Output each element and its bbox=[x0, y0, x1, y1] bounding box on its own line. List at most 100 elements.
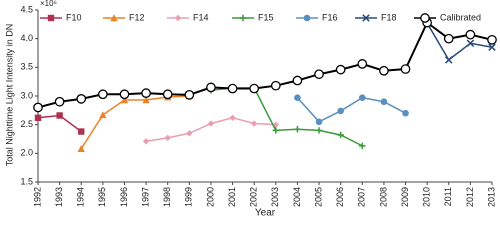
data-point bbox=[487, 34, 497, 45]
data-point bbox=[358, 94, 366, 102]
data-point bbox=[315, 118, 323, 126]
data-point bbox=[99, 111, 107, 119]
y-multiplier: ×10⁶ bbox=[40, 0, 57, 8]
x-tick-label: 1998 bbox=[162, 187, 172, 207]
data-point bbox=[56, 112, 63, 119]
data-point bbox=[249, 83, 260, 94]
data-point bbox=[488, 43, 496, 51]
data-point bbox=[294, 94, 301, 102]
x-tick-label: 1994 bbox=[76, 187, 86, 207]
data-point bbox=[402, 109, 409, 117]
y-tick-label: 4.5 bbox=[20, 4, 33, 14]
y-tick-label: 3.0 bbox=[20, 90, 33, 100]
data-point bbox=[227, 83, 238, 94]
series-line bbox=[296, 96, 406, 123]
x-tick-label: 1992 bbox=[32, 187, 42, 207]
data-point bbox=[33, 102, 43, 113]
x-tick-label: 2004 bbox=[292, 187, 302, 207]
x-tick-label: 2000 bbox=[205, 187, 215, 207]
data-point bbox=[465, 29, 476, 40]
data-point bbox=[337, 131, 344, 139]
data-point bbox=[380, 98, 388, 106]
data-point bbox=[141, 88, 151, 98]
legend-label: F16 bbox=[322, 12, 338, 22]
y-tick-label: 1.5 bbox=[20, 176, 33, 186]
x-tick-label: 2002 bbox=[249, 187, 259, 207]
x-tick-label: 1995 bbox=[97, 187, 107, 207]
data-point bbox=[357, 59, 368, 69]
legend-marker bbox=[47, 14, 55, 22]
data-point bbox=[76, 94, 87, 104]
data-point bbox=[229, 114, 236, 121]
data-point bbox=[54, 96, 65, 107]
x-axis-label: Year bbox=[255, 208, 276, 219]
x-tick-label: 1999 bbox=[184, 187, 194, 207]
x-tick-label: 2008 bbox=[378, 187, 388, 207]
data-point bbox=[186, 130, 193, 137]
x-tick-label: 2009 bbox=[400, 187, 410, 207]
data-point bbox=[184, 90, 195, 100]
legend-marker bbox=[110, 14, 118, 22]
x-tick-label: 2006 bbox=[335, 187, 345, 207]
legend-label: F12 bbox=[129, 12, 145, 22]
x-tick-label: 2003 bbox=[270, 187, 280, 207]
data-point bbox=[120, 96, 129, 104]
data-point bbox=[142, 96, 150, 104]
legend-marker bbox=[420, 13, 430, 23]
legend-label: F18 bbox=[381, 12, 397, 22]
y-tick-label: 2.0 bbox=[20, 148, 33, 158]
data-point bbox=[34, 114, 42, 121]
data-point bbox=[294, 126, 301, 133]
series-line bbox=[426, 22, 493, 61]
data-point bbox=[466, 39, 475, 47]
data-point bbox=[315, 127, 323, 134]
legend-marker bbox=[239, 14, 247, 22]
legend-marker bbox=[174, 14, 182, 22]
data-point bbox=[77, 145, 85, 152]
y-axis-label: Total Nighttime Light Intensity in DN bbox=[4, 24, 14, 167]
x-tick-label: 1996 bbox=[119, 187, 129, 207]
data-point bbox=[250, 120, 258, 127]
data-point bbox=[359, 142, 366, 150]
data-point bbox=[337, 107, 344, 115]
chart: Total Nighttime Light Intensity in DN Ye… bbox=[4, 0, 497, 219]
data-point bbox=[142, 138, 150, 145]
legend-label: F15 bbox=[258, 12, 274, 22]
data-point bbox=[78, 128, 85, 135]
data-point bbox=[400, 64, 411, 74]
x-tick-label: 2011 bbox=[443, 187, 453, 206]
x-tick-label: 1993 bbox=[54, 187, 64, 207]
data-point bbox=[98, 89, 108, 100]
x-tick-label: 2001 bbox=[227, 187, 237, 207]
data-point bbox=[445, 56, 453, 64]
x-tick-label: 2013 bbox=[486, 187, 496, 207]
data-point bbox=[379, 65, 389, 76]
data-point bbox=[292, 75, 303, 86]
x-tick-label: 2005 bbox=[313, 187, 323, 207]
x-tick-label: 2012 bbox=[465, 187, 475, 207]
x-tick-label: 2010 bbox=[422, 187, 432, 207]
data-point bbox=[162, 89, 173, 100]
data-point bbox=[272, 127, 280, 134]
data-point bbox=[207, 120, 215, 127]
data-point bbox=[443, 33, 454, 44]
data-point bbox=[119, 89, 130, 100]
data-point bbox=[314, 69, 324, 80]
y-tick-label: 2.5 bbox=[20, 119, 33, 129]
x-tick-label: 1997 bbox=[140, 187, 150, 207]
data-point bbox=[206, 82, 216, 93]
page: {"chart_data": { "type": "line", "x_labe… bbox=[4, 0, 497, 219]
legend-marker bbox=[303, 14, 311, 22]
y-tick-label: 4.0 bbox=[20, 33, 33, 43]
data-point bbox=[270, 80, 281, 91]
series-line bbox=[80, 95, 190, 150]
y-tick-label: 3.5 bbox=[20, 62, 33, 72]
x-tick-label: 2007 bbox=[357, 187, 367, 207]
legend-label: F14 bbox=[193, 12, 209, 22]
legend-label: Calibrated bbox=[440, 12, 481, 22]
legend-marker bbox=[362, 14, 370, 22]
legend-label: F10 bbox=[66, 12, 82, 22]
data-point bbox=[335, 64, 346, 75]
series-line bbox=[37, 21, 493, 109]
data-point bbox=[164, 134, 171, 142]
